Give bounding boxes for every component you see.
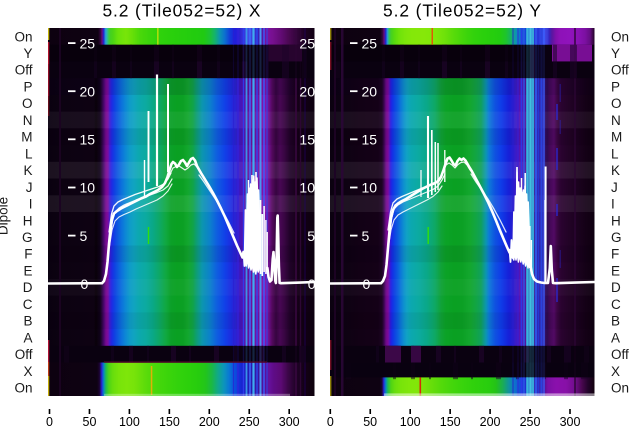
- svg-text:H: H: [23, 213, 33, 228]
- svg-text:On: On: [14, 29, 32, 44]
- svg-text:15: 15: [80, 132, 96, 148]
- svg-text:B: B: [611, 314, 620, 329]
- svg-text:G: G: [611, 230, 622, 245]
- svg-text:M: M: [611, 130, 622, 145]
- svg-text:I: I: [611, 197, 615, 212]
- svg-text:20: 20: [362, 83, 378, 99]
- svg-text:J: J: [611, 180, 618, 195]
- svg-text:0: 0: [46, 415, 53, 429]
- svg-text:100: 100: [400, 415, 421, 429]
- svg-text:On: On: [14, 381, 32, 396]
- svg-text:K: K: [611, 163, 620, 178]
- svg-text:E: E: [611, 263, 620, 278]
- svg-text:15: 15: [362, 132, 378, 148]
- svg-text:25: 25: [299, 35, 315, 51]
- svg-text:0: 0: [308, 276, 316, 292]
- svg-text:50: 50: [363, 415, 377, 429]
- svg-text:10: 10: [362, 180, 378, 196]
- svg-text:20: 20: [299, 83, 315, 99]
- svg-text:A: A: [611, 330, 620, 345]
- svg-text:I: I: [29, 197, 33, 212]
- svg-text:100: 100: [119, 415, 140, 429]
- svg-text:Dipole: Dipole: [0, 197, 11, 235]
- svg-text:15: 15: [299, 132, 315, 148]
- svg-text:X: X: [611, 364, 620, 379]
- svg-text:10: 10: [299, 180, 315, 196]
- svg-text:5: 5: [80, 228, 88, 244]
- svg-text:Y: Y: [23, 46, 32, 61]
- svg-text:Off: Off: [15, 347, 33, 362]
- svg-text:200: 200: [199, 415, 220, 429]
- svg-text:N: N: [23, 113, 33, 128]
- svg-text:300: 300: [279, 415, 300, 429]
- svg-text:On: On: [611, 381, 629, 396]
- svg-text:K: K: [23, 163, 32, 178]
- svg-text:C: C: [611, 297, 621, 312]
- svg-text:5: 5: [307, 228, 315, 244]
- svg-text:F: F: [611, 247, 619, 262]
- svg-text:Y: Y: [611, 46, 620, 61]
- svg-text:250: 250: [520, 415, 541, 429]
- svg-text:0: 0: [327, 415, 334, 429]
- svg-text:0: 0: [363, 276, 371, 292]
- svg-text:Off: Off: [611, 347, 629, 362]
- svg-text:P: P: [23, 79, 32, 94]
- svg-text:X: X: [23, 364, 32, 379]
- svg-text:A: A: [23, 330, 32, 345]
- svg-text:150: 150: [159, 415, 180, 429]
- svg-text:0: 0: [81, 276, 89, 292]
- svg-text:5: 5: [362, 228, 370, 244]
- svg-text:O: O: [22, 96, 33, 111]
- svg-text:5.2 (Tile052=52) X: 5.2 (Tile052=52) X: [103, 1, 261, 21]
- svg-text:C: C: [23, 297, 33, 312]
- svg-text:E: E: [23, 263, 32, 278]
- svg-text:G: G: [22, 230, 33, 245]
- svg-text:10: 10: [80, 180, 96, 196]
- svg-text:25: 25: [362, 35, 378, 51]
- svg-text:O: O: [611, 96, 622, 111]
- svg-text:P: P: [611, 79, 620, 94]
- svg-text:Off: Off: [15, 63, 33, 78]
- svg-text:J: J: [26, 180, 33, 195]
- svg-text:On: On: [611, 29, 629, 44]
- svg-text:5.2 (Tile052=52) Y: 5.2 (Tile052=52) Y: [383, 1, 541, 21]
- svg-text:Off: Off: [611, 63, 629, 78]
- svg-text:L: L: [25, 146, 33, 161]
- svg-text:M: M: [21, 130, 32, 145]
- svg-text:20: 20: [80, 83, 96, 99]
- svg-text:300: 300: [560, 415, 581, 429]
- svg-text:250: 250: [239, 415, 260, 429]
- svg-text:D: D: [23, 280, 33, 295]
- svg-text:200: 200: [480, 415, 501, 429]
- svg-text:F: F: [24, 247, 32, 262]
- svg-text:150: 150: [440, 415, 461, 429]
- svg-text:L: L: [611, 146, 619, 161]
- svg-text:H: H: [611, 213, 621, 228]
- svg-text:50: 50: [83, 415, 97, 429]
- svg-text:D: D: [611, 280, 621, 295]
- svg-text:25: 25: [80, 35, 96, 51]
- svg-text:B: B: [23, 314, 32, 329]
- svg-text:N: N: [611, 113, 621, 128]
